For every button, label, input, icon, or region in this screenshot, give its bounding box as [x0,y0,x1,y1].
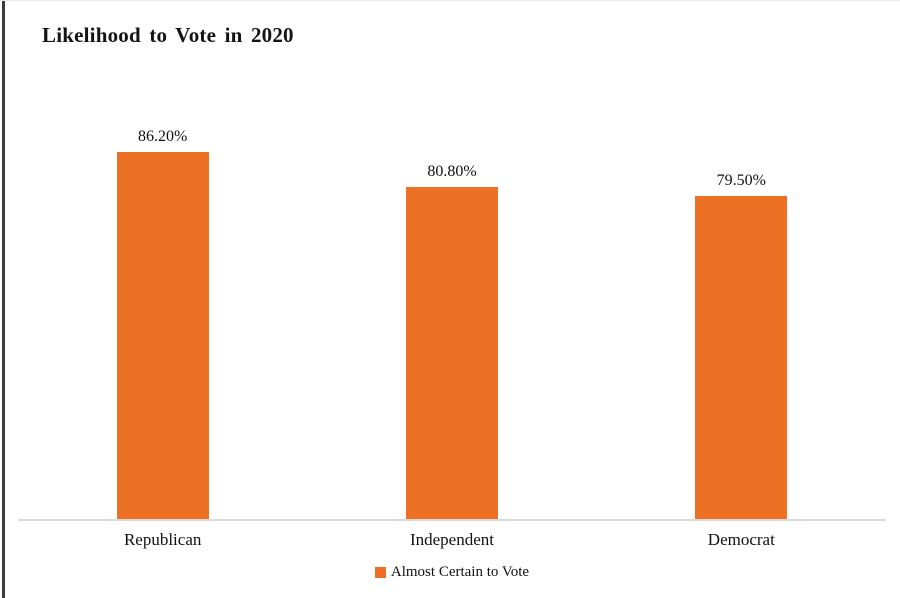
bar-slot-republican: 86.20% [18,127,307,519]
plot-area: 86.20% 80.80% 79.50% [18,127,886,521]
category-label-republican: Republican [123,530,202,549]
category-label-independent: Independent [409,530,494,549]
bar-democrat: 79.50% [695,172,788,519]
value-label-democrat: 79.50% [716,171,766,189]
legend-swatch-icon [374,567,386,578]
left-border-rule [2,1,5,598]
category-axis: Republican Independent Democrat [18,530,886,550]
legend-entry: Almost Certain to Vote [374,564,530,581]
value-label-republican: 86.20% [137,127,188,145]
category-label-democrat: Democrat [707,530,775,549]
bar-independent: 80.80% [405,164,498,519]
chart-title: Likelihood to Vote in 2020 [42,23,294,47]
legend-label: Almost Certain to Vote [390,564,530,580]
legend: Almost Certain to Vote [18,564,886,583]
bar-slot-independent: 80.80% [307,127,596,519]
value-label-independent: 80.80% [427,163,477,181]
bar-republican: 86.20% [116,128,209,519]
bar-slot-democrat: 79.50% [597,127,886,519]
